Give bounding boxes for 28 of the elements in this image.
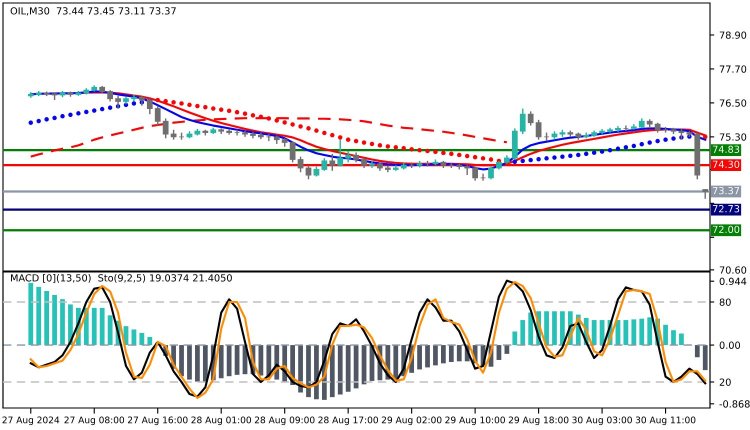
ref-line-label: 74.83 xyxy=(712,146,740,153)
y-tick-label: 76.50 xyxy=(720,99,746,107)
y-tick-label: -0.868 xyxy=(720,400,750,408)
x-tick-label: 29 Aug 02:00 xyxy=(382,416,442,426)
x-tick-label: 27 Aug 2024 xyxy=(2,416,60,426)
ref-line-label: 73.37 xyxy=(712,186,740,194)
x-tick-label: 30 Aug 03:00 xyxy=(572,416,632,426)
ref-line-label: 74.30 xyxy=(712,160,740,168)
x-tick-label: 29 Aug 18:00 xyxy=(508,416,568,426)
y-tick-label: 75.30 xyxy=(720,133,746,141)
ref-line-label: 72.73 xyxy=(712,205,740,212)
x-tick-label: 29 Aug 10:00 xyxy=(445,416,505,426)
y2-tick-label: 80 xyxy=(720,298,731,306)
y-tick-label: 77.70 xyxy=(720,65,746,73)
x-tick-label: 27 Aug 16:00 xyxy=(128,416,188,426)
y2-tick-label: 20 xyxy=(720,378,731,386)
y-tick-label: 78.90 xyxy=(720,31,746,39)
x-tick-label: 27 Aug 08:00 xyxy=(64,416,124,426)
y-tick-label: 0.00 xyxy=(720,342,740,349)
ref-line-label: 72.00 xyxy=(712,226,740,234)
x-tick-label: 28 Aug 01:00 xyxy=(191,416,252,426)
annotation: MACD [0](13,50) Sto(9,2,5) 19.0374 21.4050 xyxy=(11,274,232,283)
x-tick-label: 28 Aug 17:00 xyxy=(318,416,378,426)
y-tick-label: 0.944 xyxy=(720,278,746,286)
x-tick-label: 28 Aug 09:00 xyxy=(254,416,315,426)
y-tick-label: 70.60 xyxy=(720,266,746,274)
x-tick-label: 30 Aug 11:00 xyxy=(636,416,696,426)
chart-title: OIL,M30 73.44 73.45 73.11 73.37 xyxy=(10,7,176,16)
